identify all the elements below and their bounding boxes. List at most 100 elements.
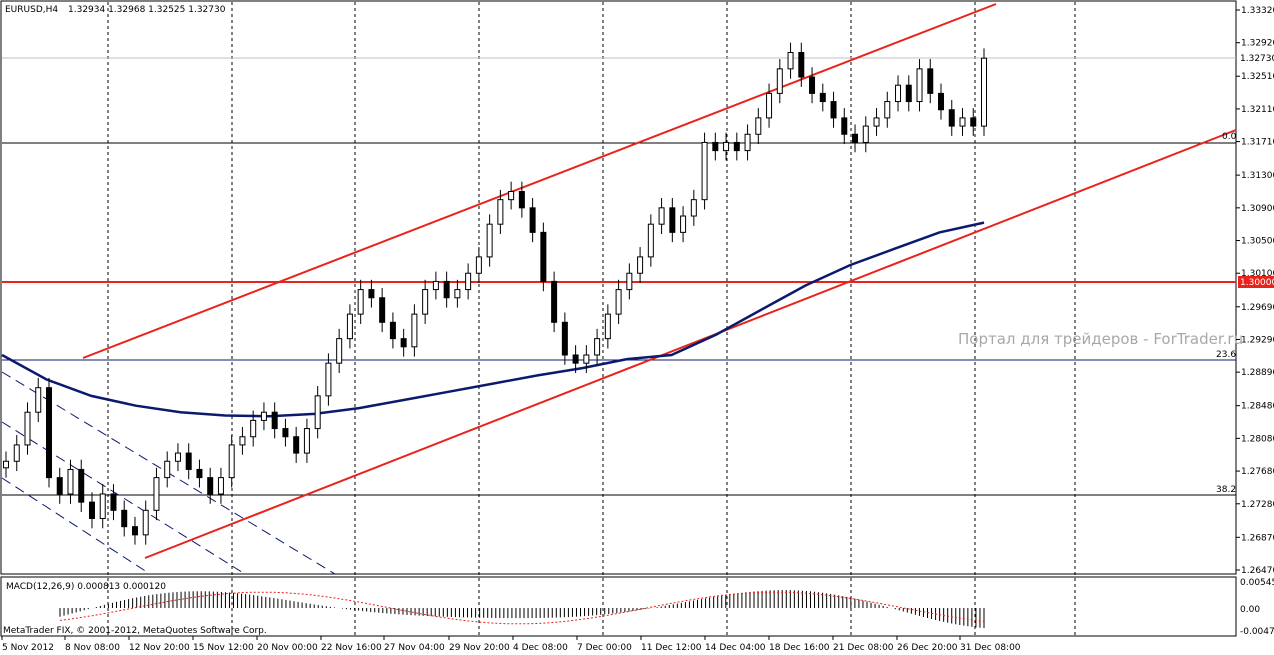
candle-body	[916, 68, 923, 103]
y-tick-label: 1.28890	[1241, 368, 1274, 378]
y-tick-label: 1.29290	[1241, 335, 1274, 345]
candle-body	[540, 231, 547, 282]
candle-body	[110, 493, 117, 511]
candle-body	[35, 387, 42, 413]
y-tick-label: 1.27280	[1241, 500, 1274, 510]
fib-label-23.6: 23.6	[1216, 350, 1236, 360]
y-tick-label: 1.27680	[1241, 467, 1274, 477]
candle-body	[164, 460, 171, 479]
candle-body	[497, 199, 504, 225]
watermark: Портал для трейдеров - ForTrader.ru	[958, 330, 1243, 348]
chart-ohlc: 1.32934 1.32968 1.32525 1.32730	[68, 5, 226, 15]
candle-body	[970, 117, 977, 127]
x-tick-label: 29 Nov 20:00	[449, 643, 510, 653]
candle-body	[24, 411, 31, 446]
y-tick-label: 1.32510	[1241, 72, 1274, 82]
y-tick-label: 1.28480	[1241, 402, 1274, 412]
fib-label-0: 0.0	[1222, 132, 1237, 142]
y-tick-label: 1.30900	[1241, 204, 1274, 214]
svg-text:1.32730: 1.32730	[1240, 54, 1274, 64]
candle-body	[293, 436, 300, 454]
y-tick-label: 1.30100	[1241, 269, 1274, 279]
candle-body	[99, 493, 106, 519]
last-price-tag: 1.32730	[1238, 52, 1274, 64]
time-axis: 5 Nov 2012 8 Nov 08:00 12 Nov 20:00 15 Nov …	[1, 636, 1021, 653]
candle-body	[776, 68, 783, 94]
candle-body	[207, 477, 214, 495]
candle-body	[336, 338, 343, 364]
candle-body	[13, 444, 20, 462]
x-tick-label: 8 Nov 08:00	[65, 643, 120, 653]
candle-body	[411, 313, 418, 348]
candle-body	[271, 411, 278, 430]
candle-body	[357, 289, 364, 315]
candle-body	[755, 117, 762, 135]
macd-tick-bottom: -0.00473	[1240, 627, 1274, 637]
x-tick-label: 20 Nov 00:00	[257, 643, 318, 653]
y-tick-label: 1.29690	[1241, 303, 1274, 313]
candle-body	[88, 501, 95, 519]
candle-body	[615, 289, 622, 315]
candle-body	[862, 125, 869, 143]
candle-body	[604, 313, 611, 340]
candle-body	[368, 289, 375, 299]
candle-body	[67, 468, 74, 495]
candle-body	[959, 117, 966, 127]
x-tick-label: 18 Dec 16:00	[769, 643, 830, 653]
y-tick-label: 1.32110	[1241, 105, 1274, 115]
candle-body	[798, 52, 805, 78]
x-tick-label: 11 Dec 12:00	[641, 643, 702, 653]
candle-body	[282, 428, 289, 438]
y-tick-label: 1.31300	[1241, 171, 1274, 181]
y-tick-label: 1.32920	[1241, 39, 1274, 49]
candle-body	[228, 444, 235, 479]
candle-body	[260, 411, 267, 421]
candle-body	[819, 92, 826, 103]
candle-body	[594, 338, 601, 356]
x-tick-label: 5 Nov 2012	[2, 643, 54, 653]
moving-average-line[interactable]	[1, 221, 985, 418]
y-tick-label: 1.31710	[1241, 138, 1274, 148]
candle-body	[647, 223, 654, 258]
candle-body	[561, 321, 568, 356]
candle-body	[508, 190, 515, 201]
candle-body	[400, 338, 407, 348]
candle-body	[518, 190, 525, 209]
candle-body	[701, 141, 708, 201]
macd-signal-line	[59, 591, 985, 625]
candle-body	[486, 223, 493, 258]
candle-body	[454, 289, 461, 299]
candle-body	[905, 84, 912, 103]
svg-text:1.30000: 1.30000	[1240, 278, 1274, 288]
candle-body	[948, 109, 955, 127]
y-tick-label: 1.33320	[1241, 6, 1274, 16]
candle-body	[841, 117, 848, 135]
candle-body	[78, 468, 85, 503]
candle-body	[712, 141, 719, 152]
x-tick-label: 22 Nov 16:00	[321, 643, 382, 653]
candle-body	[551, 280, 558, 323]
candle-body	[658, 207, 665, 225]
candle-body	[690, 199, 697, 217]
candle-body	[325, 362, 332, 397]
candle-body	[884, 101, 891, 119]
candle-body	[217, 477, 224, 495]
candle-body	[733, 141, 740, 152]
candle-body	[637, 256, 644, 274]
candle-body	[723, 141, 730, 152]
vertical-grid	[107, 2, 1076, 636]
candle-body	[852, 133, 859, 143]
candle-body	[185, 452, 192, 470]
candle-body	[379, 297, 386, 323]
chart-symbol: EURUSD,H4	[5, 5, 58, 15]
candle-body	[809, 76, 816, 94]
candle-body	[314, 395, 321, 430]
x-tick-label: 31 Dec 08:00	[960, 643, 1021, 653]
candle-body	[873, 117, 880, 127]
y-tick-label: 1.28080	[1241, 434, 1274, 444]
candle-body	[787, 52, 794, 70]
candle-body	[432, 280, 439, 291]
fib-label-38.2: 38.2	[1216, 485, 1236, 495]
rising-channel[interactable]	[82, 3, 1237, 559]
